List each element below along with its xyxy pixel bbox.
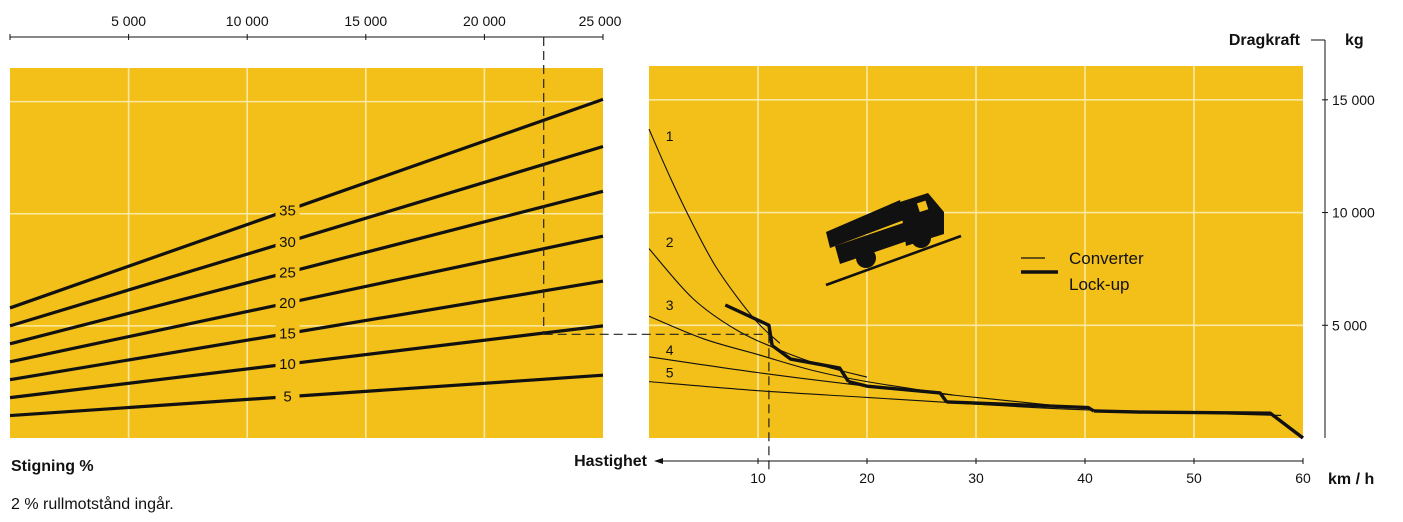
chart-labels: Stigning % Hastighet km / h Dragkraft kg 2 % …: [11, 32, 1374, 513]
truck-body: [826, 200, 904, 248]
truck-rear-wheel: [856, 248, 876, 268]
bottom-x-tick-label: 60: [1295, 470, 1311, 486]
grade-label-bg: [275, 292, 300, 311]
dump-truck-icon: [825, 193, 962, 287]
legend-converter-label: Converter: [1069, 249, 1144, 268]
slope-line: [825, 234, 962, 287]
gear-label: 4: [666, 342, 674, 358]
bottom-x-tick-label: 20: [859, 470, 875, 486]
right-panel-grid: [649, 66, 1303, 438]
right-y-tick-label: 15 000: [1332, 92, 1375, 108]
gear-label: 1: [666, 128, 674, 144]
right-x-unit: km / h: [1328, 471, 1374, 488]
right-panel-series: 1 2 3 4 5: [648, 128, 1305, 440]
grade-label: 10: [279, 356, 296, 373]
gear-label: 2: [666, 234, 674, 250]
grade-label: 25: [279, 264, 296, 281]
lockup-curve-3: [848, 379, 948, 403]
grade-line-15: [9, 279, 604, 382]
right-x-axis-title: Hastighet: [574, 453, 648, 470]
bottom-x-axis-arrow: [654, 458, 663, 464]
bottom-x-tick-label: 30: [968, 470, 984, 486]
grade-label: 30: [279, 234, 296, 251]
gear-label: 3: [666, 297, 674, 313]
grade-line-20: [9, 234, 604, 364]
truck-cab: [900, 193, 944, 246]
right-y-tick-label: 5 000: [1332, 317, 1367, 333]
grade-label: 20: [279, 295, 296, 312]
footnote: 2 % rullmotstånd ingår.: [11, 495, 174, 513]
grade-label-bg: [275, 323, 300, 342]
lockup-curve-2: [771, 344, 850, 383]
bottom-x-tick-label: 50: [1186, 470, 1202, 486]
top-x-tick-label: 20 000: [463, 13, 506, 29]
lockup-curve-1: [724, 303, 774, 346]
gear-label: 5: [666, 365, 674, 381]
truck-chassis: [835, 222, 910, 264]
bottom-x-tick-label: 40: [1077, 470, 1093, 486]
grade-label-bg: [275, 354, 300, 373]
converter-curve-3: [648, 315, 955, 396]
top-x-tick-label: 10 000: [226, 13, 269, 29]
right-y-tick-label: 10 000: [1332, 205, 1375, 221]
left-panel-series: 35 30 25 20 15 10 5: [9, 97, 604, 418]
lockup-curve-5: [1093, 409, 1305, 440]
legend-lockup-label: Lock-up: [1069, 275, 1129, 294]
top-x-tick-label: 15 000: [344, 13, 387, 29]
grade-line-30: [9, 144, 604, 328]
grade-line-35: [9, 97, 604, 310]
legend: Converter Lock-up: [1021, 249, 1144, 294]
right-y-unit: kg: [1345, 32, 1364, 49]
grade-line-5: [9, 373, 604, 418]
right-y-axis-title: Dragkraft: [1229, 32, 1301, 49]
grade-label: 5: [283, 389, 291, 406]
top-x-tick-label: 5 000: [111, 13, 146, 29]
bottom-x-tick-label: 10: [750, 470, 766, 486]
example-guide-lines: [543, 37, 770, 473]
truck-window: [916, 200, 929, 212]
lockup-curve-4: [946, 400, 1095, 413]
grade-label: 15: [279, 326, 296, 343]
left-panel-background: [10, 68, 603, 438]
grade-label: 35: [279, 202, 296, 219]
converter-curve-1: [648, 128, 781, 344]
grade-label-bg: [275, 262, 300, 281]
truck-front-wheel: [911, 228, 931, 248]
grade-label-bg: [275, 231, 300, 250]
left-x-axis-title: Stigning %: [11, 458, 94, 475]
grade-label-bg: [275, 200, 300, 219]
grade-line-25: [9, 189, 604, 346]
grade-label-bg: [275, 386, 300, 405]
grade-line-10: [9, 324, 604, 400]
top-x-tick-label: 25 000: [579, 13, 622, 29]
